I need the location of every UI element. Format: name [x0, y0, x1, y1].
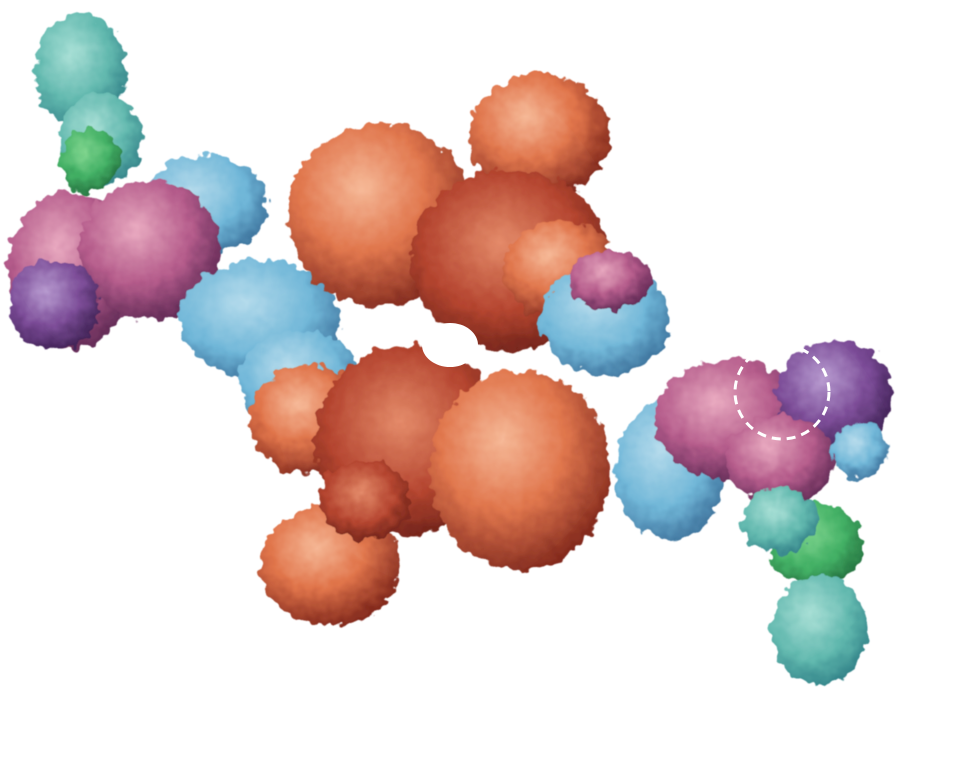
central-gap	[422, 323, 478, 367]
central-domain	[250, 73, 618, 625]
surface-texture	[0, 40, 900, 670]
dashed-circle-marker	[733, 343, 831, 441]
right-domain	[540, 250, 893, 685]
